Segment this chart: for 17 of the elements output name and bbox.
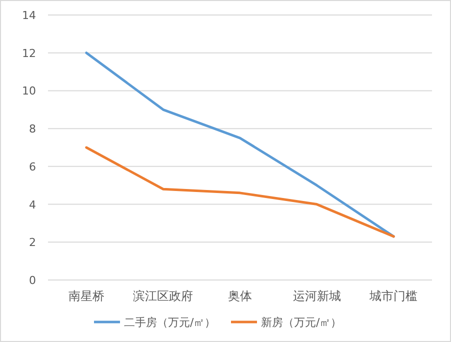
legend-label: 新房（万元/㎡）: [261, 316, 342, 329]
line-series: [85, 52, 395, 238]
y-tick-label: 14: [22, 9, 36, 22]
x-tick-label: 城市门槛: [368, 289, 418, 303]
x-tick-label: 滨江区政府: [133, 289, 194, 303]
y-tick-label: 0: [29, 274, 36, 287]
y-tick-label: 2: [29, 236, 36, 250]
y-tick-label: 6: [29, 160, 36, 174]
y-tick-label: 4: [29, 198, 36, 212]
legend-label: 二手房（万元/㎡）: [124, 316, 216, 329]
x-tick-label: 南星桥: [68, 289, 104, 303]
y-tick-label: 10: [22, 84, 36, 98]
line-series: [85, 146, 395, 238]
x-tick-label: 奥体: [228, 289, 252, 303]
x-tick-label: 运河新城: [292, 289, 341, 303]
y-tick-label: 12: [22, 46, 36, 60]
y-tick-label: 8: [29, 122, 36, 136]
